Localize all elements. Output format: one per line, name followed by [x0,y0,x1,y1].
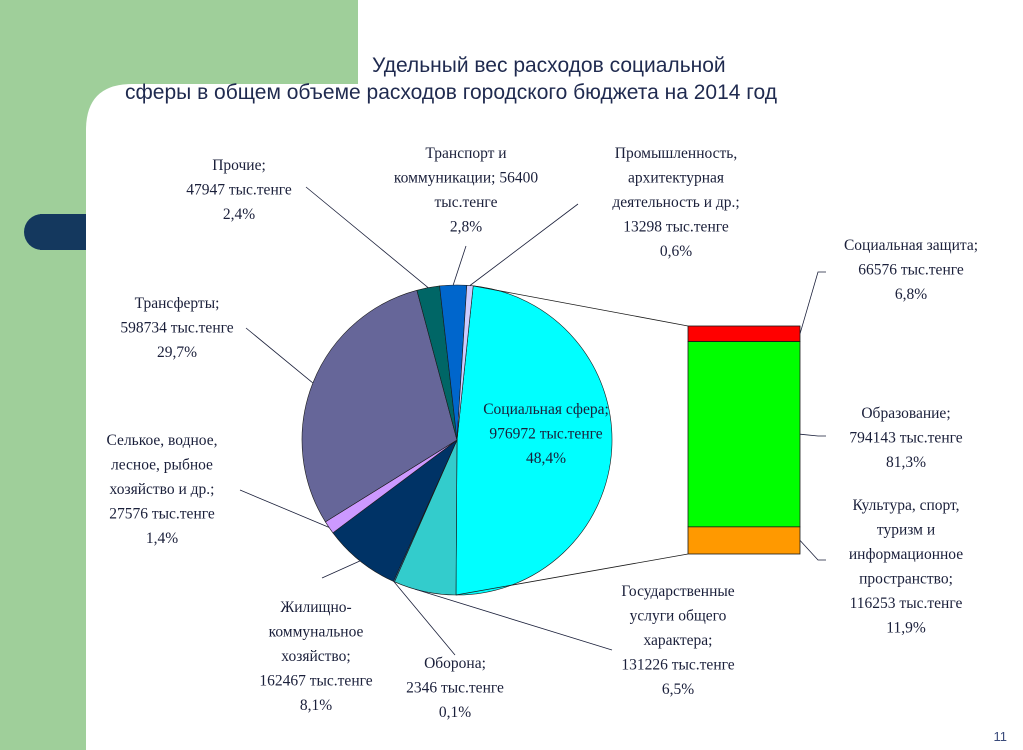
pie-slice-7-label-line-2: тыс.тенге [435,194,498,211]
pie-slice-2-label-line-0: Оборона; [424,655,486,672]
breakdown-0-label: Социальная защита; 66576 тыс.тенге 6,8% [844,237,978,303]
pie-slice-2-label-line-2: 0,1% [439,704,471,721]
pie-slice-3-label: Жилищно-коммунальное хозяйство; 162467 тыс… [259,599,372,714]
pie-slice-1-label-line-3: 131226 тыс.тенге [621,657,734,674]
breakdown-connector-bottom [455,553,689,596]
breakdown-2-label-line-5: 11,9% [886,620,926,637]
pie-slice-1-label-line-0: Государственные [621,583,734,600]
breakdown-0-label-line-1: 66576 тыс.тенге [858,262,964,279]
pie-slice-6-label-line-0: Прочие; [212,157,266,174]
pie-slice-0-label-line-0: Социальная сфера; [483,401,609,418]
breakdown-1-label-line-2: 81,3% [886,454,926,471]
pie-leader-line-5 [245,327,314,384]
pie-slice-3-label-line-4: 8,1% [300,697,332,714]
breakdown-1-label: Образование; 794143 тыс.тенге 81,3% [849,405,962,471]
breakdown-segment-0 [687,325,801,342]
pie-slice-8-label-line-2: деятельность и др.; [612,194,739,211]
pie-slice-4-label-line-1: лесное, рыбное [111,457,213,474]
pie-slice-6-label-line-1: 47947 тыс.тенге [186,182,292,199]
pie-slice-2-label-line-1: 2346 тыс.тенге [406,680,504,697]
pie-leader-line-4 [239,489,330,528]
breakdown-2-label-line-4: 116253 тыс.тенге [850,595,963,612]
breakdown-0-label-line-0: Социальная защита; [844,237,978,254]
pie-leader-line-3 [321,560,361,579]
pie-slice-0-label: Социальная сфера; 976972 тыс.тенге 48,4% [483,401,609,467]
pie-slice-4-label: Селькое, водное, лесное, рыбное хозяйство … [107,432,218,547]
title-line-1: Удельный вес расходов социальной [372,54,726,77]
pie-slice-1-label-line-2: характера; [644,632,713,649]
pie-slice-6-label-line-2: 2,4% [223,206,255,223]
pie-slice-5-label-line-2: 29,7% [157,344,197,361]
breakdown-leader-line-0 [799,271,826,334]
pie-slice-4-label-line-4: 1,4% [146,530,178,547]
breakdown-1-label-line-1: 794143 тыс.тенге [849,430,962,447]
pie-leader-line-8 [469,203,579,286]
pie-slice-3-label-line-3: 162467 тыс.тенге [259,673,372,690]
breakdown-2-label-line-0: Культура, спорт, [852,497,959,514]
breakdown-0-label-line-2: 6,8% [895,286,927,303]
pie-slice-8-label-line-0: Промышленность, [615,145,738,162]
pie-slice-3-label-line-1: коммунальное [269,624,364,641]
title-line-2: сферы в общем объеме расходов городского… [125,81,777,104]
pie-slice-7-label-line-3: 2,8% [450,219,482,236]
pie-slice-3-label-line-0: Жилищно- [280,599,351,616]
page-title: Удельный вес расходов социальной сферы в… [110,52,970,106]
breakdown-leader-line-1 [799,433,826,437]
breakdown-leader-line-2 [799,540,826,561]
pie-slice-8-label-line-1: архитектурная [628,170,724,187]
breakdown-2-label-line-3: пространство; [859,571,953,588]
pie-leader-line-2 [393,581,456,656]
pie-leader-line-6 [305,186,429,289]
breakdown-2-label-line-1: туризм и [877,522,935,539]
slide-tab-inner [40,214,86,250]
pie-slice-8-label: Промышленность, архитектурная деятельность… [612,145,739,260]
pie-slice-0 [455,285,613,596]
pie-slice-0-label-line-2: 48,4% [526,450,566,467]
pie-slice-6-label: Прочие; 47947 тыс.тенге 2,4% [186,157,292,223]
pie-slice-1-label-line-1: услуги общего [630,608,727,625]
pie-slice-5-label: Трансферты; 598734 тыс.тенге 29,7% [120,295,233,361]
pie-slice-7-label: Транспорт и коммуникации; 56400 тыс.тенге 2… [394,145,538,236]
breakdown-2-label: Культура, спорт, туризм и информационное пр… [849,497,963,637]
pie-slice-0-label-line-1: 976972 тыс.тенге [489,426,602,443]
slide-number: 11 [993,729,1008,744]
pie-slice-4-label-line-3: 27576 тыс.тенге [109,506,215,523]
breakdown-connector-top [473,285,689,327]
breakdown-1-label-line-0: Образование; [861,405,950,422]
pie-slice-1-label: Государственные услуги общего характера; 13… [621,583,734,698]
breakdown-segment-2 [687,526,801,555]
pie-leader-line-1 [415,588,613,651]
pie-leader-line-7 [452,245,467,286]
pie-slice-5-label-line-1: 598734 тыс.тенге [120,320,233,337]
left-green-strip [0,0,86,750]
pie-slice-4-label-line-2: хозяйство и др.; [110,481,215,498]
pie-slice-5-label-line-0: Трансферты; [135,295,220,312]
pie-slice-8-label-line-3: 13298 тыс.тенге [623,219,729,236]
pie-slice-2-label: Оборона; 2346 тыс.тенге 0,1% [406,655,504,721]
pie-slice-3-label-line-2: хозяйство; [281,648,350,665]
breakdown-segment-1 [687,341,801,528]
pie-slice-4-label-line-0: Селькое, водное, [107,432,218,449]
pie-slice-7-label-line-1: коммуникации; 56400 [394,170,538,187]
pie-slice-1-label-line-4: 6,5% [662,681,694,698]
pie-slice-7-label-line-0: Транспорт и [425,145,506,162]
breakdown-2-label-line-2: информационное [849,546,963,563]
pie-slice-8-label-line-4: 0,6% [660,243,692,260]
pie-slice-8 [456,284,474,441]
